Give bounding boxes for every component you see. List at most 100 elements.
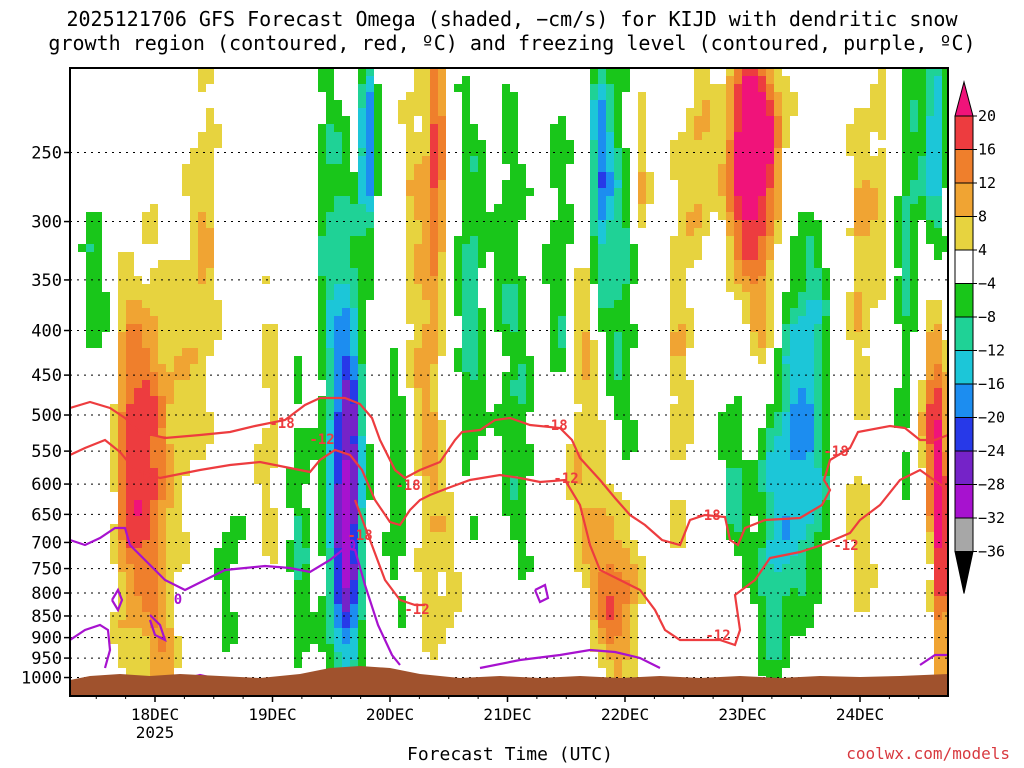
omega-cell <box>430 356 438 364</box>
omega-cell <box>870 572 878 580</box>
omega-cell <box>750 532 758 540</box>
omega-cell <box>614 212 622 220</box>
omega-cell <box>206 268 214 276</box>
omega-cell <box>774 364 782 372</box>
omega-cell <box>358 348 366 356</box>
omega-cell <box>734 428 742 436</box>
omega-cell <box>422 460 430 468</box>
omega-cell <box>766 476 774 484</box>
omega-cell <box>798 236 806 244</box>
omega-cell <box>462 260 470 268</box>
omega-cell <box>758 124 766 132</box>
omega-cell <box>590 76 598 84</box>
omega-cell <box>766 412 774 420</box>
omega-cell <box>358 228 366 236</box>
omega-cell <box>574 428 582 436</box>
omega-cell <box>518 276 526 284</box>
omega-cell <box>198 444 206 452</box>
omega-cell <box>254 460 262 468</box>
omega-cell <box>598 84 606 92</box>
omega-cell <box>766 548 774 556</box>
omega-cell <box>182 436 190 444</box>
omega-cell <box>590 244 598 252</box>
omega-cell <box>670 388 678 396</box>
omega-cell <box>430 620 438 628</box>
omega-cell <box>734 260 742 268</box>
omega-cell <box>726 460 734 468</box>
omega-cell <box>142 340 150 348</box>
omega-cell <box>510 308 518 316</box>
omega-cell <box>406 156 414 164</box>
omega-cell <box>622 292 630 300</box>
omega-cell <box>822 500 830 508</box>
omega-cell <box>726 196 734 204</box>
omega-cell <box>366 132 374 140</box>
omega-cell <box>758 476 766 484</box>
omega-cell <box>454 268 462 276</box>
omega-cell <box>198 188 206 196</box>
omega-cell <box>726 156 734 164</box>
omega-cell <box>942 500 948 508</box>
omega-cell <box>862 564 870 572</box>
omega-cell <box>438 636 446 644</box>
omega-cell <box>942 508 948 516</box>
omega-cell <box>118 324 126 332</box>
omega-cell <box>798 252 806 260</box>
omega-cell <box>390 420 398 428</box>
omega-cell <box>446 540 454 548</box>
omega-cell <box>782 348 790 356</box>
omega-cell <box>758 356 766 364</box>
omega-cell <box>118 660 126 668</box>
omega-cell <box>806 388 814 396</box>
omega-cell <box>350 508 358 516</box>
omega-cell <box>614 300 622 308</box>
omega-cell <box>678 324 686 332</box>
omega-cell <box>438 316 446 324</box>
omega-cell <box>862 244 870 252</box>
omega-cell <box>934 68 942 76</box>
omega-cell <box>710 180 718 188</box>
omega-cell <box>126 292 134 300</box>
omega-cell <box>414 292 422 300</box>
omega-cell <box>414 188 422 196</box>
omega-cell <box>150 324 158 332</box>
omega-cell <box>518 372 526 380</box>
omega-cell <box>934 524 942 532</box>
omega-cell <box>598 548 606 556</box>
omega-cell <box>678 164 686 172</box>
omega-cell <box>622 276 630 284</box>
omega-cell <box>646 172 654 180</box>
omega-cell <box>638 148 646 156</box>
omega-cell <box>526 372 534 380</box>
omega-cell <box>454 572 462 580</box>
omega-cell <box>902 276 910 284</box>
omega-cell <box>798 556 806 564</box>
omega-cell <box>902 196 910 204</box>
omega-cell <box>470 284 478 292</box>
omega-cell <box>454 236 462 244</box>
omega-cell <box>294 372 302 380</box>
omega-cell <box>102 308 110 316</box>
omega-cell <box>582 452 590 460</box>
omega-cell <box>942 244 948 252</box>
omega-cell <box>206 212 214 220</box>
omega-cell <box>526 564 534 572</box>
omega-cell <box>462 380 470 388</box>
omega-cell <box>790 500 798 508</box>
omega-cell <box>358 652 366 660</box>
omega-cell <box>462 268 470 276</box>
omega-cell <box>518 556 526 564</box>
omega-cell <box>470 308 478 316</box>
omega-cell <box>846 140 854 148</box>
omega-cell <box>518 316 526 324</box>
omega-cell <box>574 372 582 380</box>
omega-cell <box>758 428 766 436</box>
omega-cell <box>374 180 382 188</box>
omega-cell <box>366 212 374 220</box>
omega-cell <box>734 84 742 92</box>
omega-cell <box>782 300 790 308</box>
omega-cell <box>750 188 758 196</box>
omega-cell <box>358 388 366 396</box>
omega-cell <box>118 532 126 540</box>
omega-cell <box>814 380 822 388</box>
